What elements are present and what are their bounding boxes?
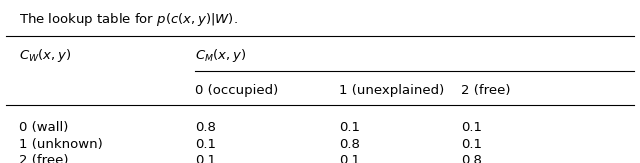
Text: 0.1: 0.1 [339,121,360,134]
Text: 0.1: 0.1 [339,154,360,163]
Text: 0 (wall): 0 (wall) [19,121,68,134]
Text: 0.1: 0.1 [461,121,482,134]
Text: The lookup table for $p(c(x, y)|W)$.: The lookup table for $p(c(x, y)|W)$. [19,11,238,28]
Text: 2 (free): 2 (free) [19,154,68,163]
Text: $C_W(x, y)$: $C_W(x, y)$ [19,47,72,64]
Text: 1 (unexplained): 1 (unexplained) [339,84,444,97]
Text: 0.1: 0.1 [461,138,482,151]
Text: 0.8: 0.8 [461,154,482,163]
Text: 0.8: 0.8 [339,138,360,151]
Text: 0 (occupied): 0 (occupied) [195,84,278,97]
Text: 2 (free): 2 (free) [461,84,510,97]
Text: 0.8: 0.8 [195,121,216,134]
Text: 0.1: 0.1 [195,154,216,163]
Text: $C_M(x, y)$: $C_M(x, y)$ [195,47,246,64]
Text: 0.1: 0.1 [195,138,216,151]
Text: 1 (unknown): 1 (unknown) [19,138,103,151]
